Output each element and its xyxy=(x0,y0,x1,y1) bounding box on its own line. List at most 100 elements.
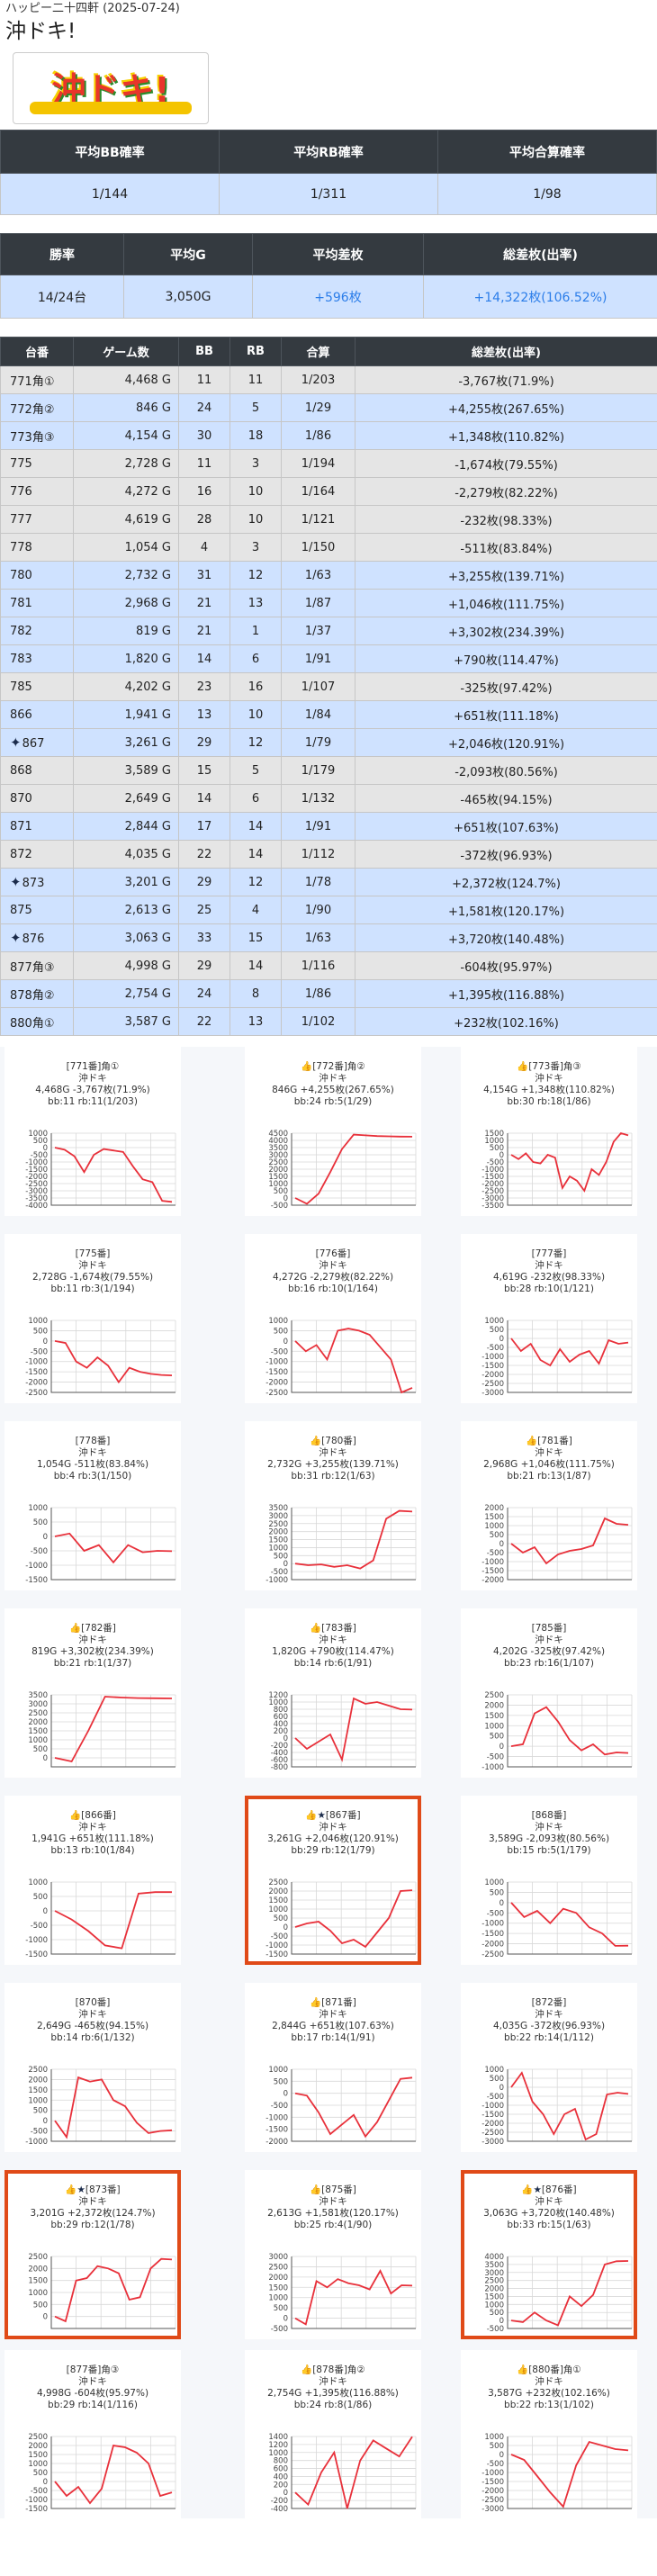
machine-no-text: 870 xyxy=(10,791,32,806)
thumbs-up-icon: 👍 xyxy=(521,2184,534,2195)
diff-cell: -511枚(83.84%) xyxy=(355,533,657,562)
y-tick-label: 4500 xyxy=(268,1130,288,1139)
machine-no: 880角① xyxy=(0,1007,74,1036)
machine-table: 台番 ゲーム数 BB RB 合算 総差枚(出率) 771角① 4,468 G 11 1… xyxy=(0,337,657,1036)
diff-series-line xyxy=(54,1532,173,1564)
machine-chart-grid: [771番]角① 沖ドキ 4,468G -3,767枚(71.9%) bb:11 rb… xyxy=(0,1047,657,2519)
chart-bonus: bb:11 rb:3(1/194) xyxy=(50,1283,135,1294)
rb-cell: 15 xyxy=(230,923,282,952)
diff-line-chart: 2500 2000 1500 1000 500 0 xyxy=(28,2253,176,2329)
bb-cell-text: 22 xyxy=(196,847,212,861)
diff-series-line xyxy=(510,1338,629,1367)
rb-cell-text: 3 xyxy=(251,540,260,554)
bb-cell: 28 xyxy=(178,505,230,534)
diff-cell: -465枚(94.15%) xyxy=(355,784,657,813)
thumbs-up-icon: 👍 xyxy=(69,1810,82,1821)
total-cell-text: 1/79 xyxy=(304,735,332,750)
machine-no: 872 xyxy=(0,840,74,869)
y-tick-label: -1000 xyxy=(482,1763,504,1772)
total-cell: 1/164 xyxy=(281,477,356,506)
y-tick-label: -1500 xyxy=(25,1950,48,1959)
games-cell: 2,728 G xyxy=(73,449,179,478)
bb-cell: 30 xyxy=(178,421,230,450)
rb-cell-text: 15 xyxy=(248,931,264,945)
axes xyxy=(291,1882,416,1955)
diff-series-line xyxy=(510,2440,629,2508)
chart-title: [777番] xyxy=(531,1248,567,1259)
table-row: ✦876 3,063 G 33 15 1/63 +3,720枚(140.48%) xyxy=(0,923,657,952)
y-tick-label: -1000 xyxy=(482,1558,504,1567)
bb-cell: 29 xyxy=(178,868,230,896)
axes xyxy=(291,2436,416,2509)
bb-cell: 29 xyxy=(178,728,230,757)
table-row: 880角① 3,587 G 22 13 1/102 +232枚(102.16%) xyxy=(0,1007,657,1036)
chart-model: 沖ドキ xyxy=(319,1260,347,1271)
table-row: 783 1,820 G 14 6 1/91 +790枚(114.47%) xyxy=(0,644,657,673)
machine-no: 781 xyxy=(0,589,74,617)
value-avg-diff: +596枚 xyxy=(252,275,424,319)
bb-cell: 15 xyxy=(178,756,230,785)
rb-cell: 14 xyxy=(230,812,282,841)
y-tick-label: -2000 xyxy=(266,1379,288,1388)
games-cell: 4,035 G xyxy=(73,840,179,869)
total-cell-text: 1/90 xyxy=(304,903,332,917)
bb-cell-text: 21 xyxy=(196,596,212,610)
machine-chart-card: 👍[780番] 沖ドキ 2,732G +3,255枚(139.71%) bb:31 r… xyxy=(245,1421,421,1590)
y-tick-label: 500 xyxy=(33,2107,48,2116)
chart-model: 沖ドキ xyxy=(319,1447,347,1458)
games-cell-text: 3,201 G xyxy=(124,875,171,889)
diff-cell-text: +1,581枚(120.17%) xyxy=(447,905,565,919)
y-tick-label: 0 xyxy=(284,1923,288,1932)
col-total: 合算 xyxy=(281,337,356,366)
diff-series-line xyxy=(54,1891,172,1950)
axes xyxy=(507,1508,632,1581)
diff-cell-text: -2,093枚(80.56%) xyxy=(454,765,558,779)
diff-cell-text: -604枚(95.97%) xyxy=(460,960,553,975)
y-tick-label: 0 xyxy=(500,2317,504,2326)
total-cell-text: 1/107 xyxy=(301,680,336,694)
machine-no-text: 778 xyxy=(10,540,32,554)
y-tick-label: 1000 xyxy=(268,1698,288,1707)
bb-cell: 11 xyxy=(178,365,230,394)
rb-cell-text: 12 xyxy=(248,568,264,582)
y-tick-label: 1000 xyxy=(484,1722,504,1731)
chart-bonus: bb:11 rb:11(1/203) xyxy=(48,1096,138,1107)
y-tick-label: -1500 xyxy=(25,1576,48,1585)
y-tick-label: -500 xyxy=(271,1932,288,1941)
total-cell: 1/63 xyxy=(281,923,356,952)
y-tick-label: 2000 xyxy=(484,1701,504,1710)
y-tick-label: 3000 xyxy=(268,1151,288,1160)
chart-bonus: bb:22 rb:14(1/112) xyxy=(504,2032,594,2043)
y-tick-label: -2500 xyxy=(25,1389,48,1398)
header-total-diff: 総差枚(出率) xyxy=(423,233,657,275)
y-tick-label: 1500 xyxy=(268,1536,288,1545)
y-tick-label: 1000 xyxy=(484,1522,504,1531)
chart-bonus: bb:22 rb:13(1/102) xyxy=(504,2400,594,2410)
y-tick-label: 1200 xyxy=(268,2441,288,2450)
chart-bonus: bb:30 rb:18(1/86) xyxy=(507,1096,591,1107)
y-tick-label: 0 xyxy=(43,2313,48,2322)
y-tick-label: 600 xyxy=(274,1713,288,1722)
bb-cell: 21 xyxy=(178,617,230,645)
axes xyxy=(507,2436,632,2509)
y-tick-label: -2000 xyxy=(25,1379,48,1388)
col-bb: BB xyxy=(178,337,230,366)
y-tick-label: -2000 xyxy=(482,2487,504,2496)
total-cell: 1/107 xyxy=(281,672,356,701)
chart-model: 沖ドキ xyxy=(78,1822,107,1833)
machine-chart-card: [777番] 沖ドキ 4,619G -232枚(98.33%) bb:28 rb:10… xyxy=(461,1234,637,1403)
chart-bonus: bb:13 rb:10(1/84) xyxy=(50,1845,135,1856)
bb-cell-text: 29 xyxy=(196,959,212,973)
chart-stats: 819G +3,302枚(234.39%) xyxy=(32,1646,154,1657)
chart-model: 沖ドキ xyxy=(319,1073,347,1084)
y-tick-label: 0 xyxy=(500,1335,504,1344)
y-tick-label: -500 xyxy=(487,2325,504,2334)
rb-cell-text: 6 xyxy=(251,791,260,806)
diff-cell: +3,302枚(234.39%) xyxy=(355,617,657,645)
y-tick-label: 0 xyxy=(43,1907,48,1916)
thumbs-up-icon: 👍 xyxy=(310,2184,322,2195)
chart-bonus: bb:16 rb:10(1/164) xyxy=(288,1283,378,1294)
chart-title: [867番] xyxy=(325,1810,361,1821)
